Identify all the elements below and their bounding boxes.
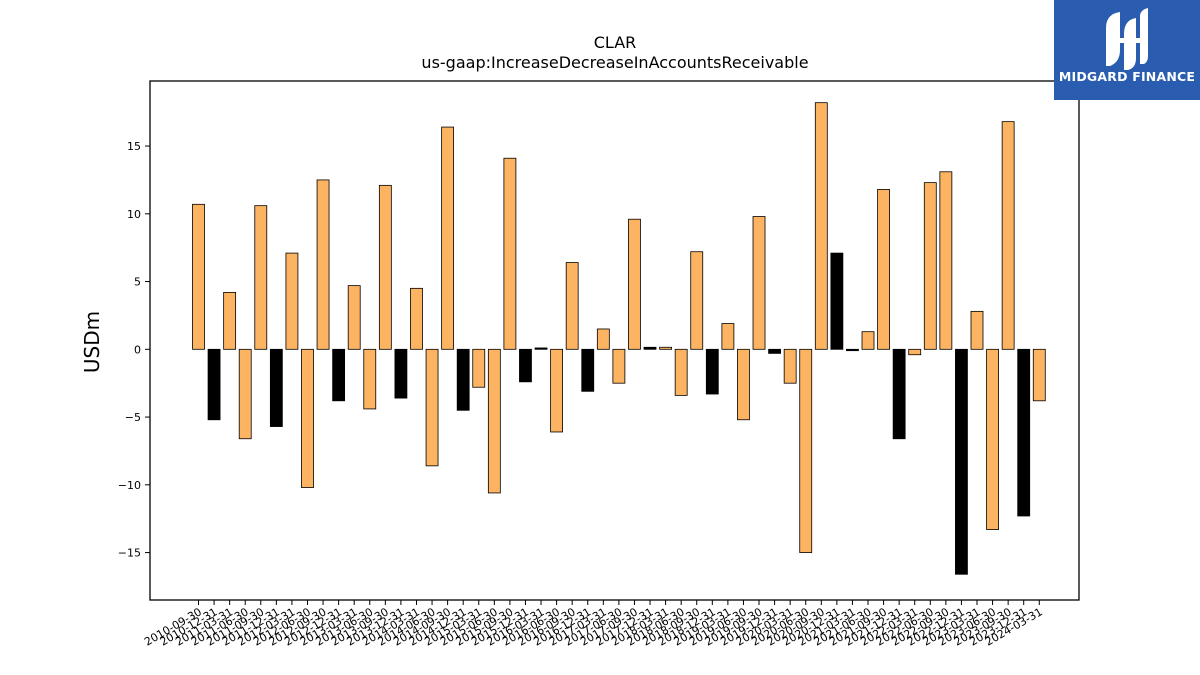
bar-2020-03-31: [783, 348, 797, 384]
bar-2011-09-30: [254, 205, 268, 350]
y-tick-label: 15: [127, 140, 141, 153]
bar-2021-03-31: [846, 348, 859, 352]
bar-2016-12-31: [581, 348, 595, 392]
x-axis-ticks: 2010-09-302010-12-312011-03-312011-06-30…: [142, 600, 1045, 649]
bar-2017-06-30: [612, 348, 626, 384]
bar-2013-12-31: [394, 348, 408, 399]
bar-2010-12-31: [207, 348, 221, 421]
bar-2012-06-30: [301, 348, 314, 488]
bar-2012-03-31: [285, 252, 299, 350]
bar-2014-03-31: [410, 287, 423, 350]
bar-2017-03-31: [596, 328, 610, 350]
bar-2016-06-30: [550, 348, 564, 433]
bar-2022-12-31: [955, 348, 968, 575]
bar-2018-03-31: [659, 346, 672, 350]
bar-2024-03-31: [1032, 348, 1046, 402]
y-tick-label: 0: [134, 343, 141, 356]
bar-2018-06-30: [674, 348, 688, 396]
bar-2013-03-31: [347, 285, 361, 350]
bar-2019-03-31: [721, 323, 735, 350]
brand-logo: MIDGARD FINANCE: [1054, 0, 1200, 100]
y-axis-ticks: −15 −10 −5 0 5 10 15: [118, 140, 150, 560]
brand-name: MIDGARD FINANCE: [1058, 69, 1196, 84]
bar-2011-06-30: [238, 348, 252, 440]
bar-2023-03-31: [970, 310, 984, 350]
bar-2018-09-30: [690, 251, 704, 350]
bar-2020-06-30: [799, 348, 813, 553]
bar-2020-09-30: [814, 102, 828, 350]
bar-2015-03-31: [472, 348, 486, 388]
bar-2023-12-31: [1017, 348, 1031, 517]
bar-2019-09-30: [752, 216, 766, 350]
bar-2022-09-30: [939, 171, 953, 350]
bar-2022-03-31: [908, 348, 922, 356]
bar-2015-12-31: [519, 348, 532, 383]
bars-group: [192, 102, 1046, 575]
bar-2014-12-31: [456, 348, 470, 411]
bar-2016-09-30: [565, 262, 579, 350]
bar-2011-12-31: [269, 348, 283, 427]
y-tick-label: 10: [127, 208, 141, 221]
bar-2013-06-30: [363, 348, 377, 410]
bar-2023-09-30: [1001, 121, 1015, 350]
bar-2020-12-31: [830, 252, 844, 350]
bar-2019-06-30: [737, 348, 750, 421]
bar-2021-09-30: [877, 189, 890, 350]
plot-frame: [149, 80, 1080, 601]
bar-2015-09-30: [503, 157, 517, 350]
y-tick-label: −5: [125, 411, 141, 424]
bar-2021-12-31: [892, 348, 906, 440]
chart-title: CLAR: [594, 33, 637, 52]
bar-2016-03-31: [534, 347, 548, 350]
bar-2014-06-30: [425, 348, 439, 467]
bar-2017-12-31: [643, 346, 657, 350]
y-tick-label: 5: [134, 276, 141, 289]
bar-2015-06-30: [487, 348, 501, 494]
bar-2013-09-30: [378, 184, 392, 350]
chart-subtitle: us-gaap:IncreaseDecreaseInAccountsReceiv…: [421, 53, 808, 72]
bar-2012-12-31: [332, 348, 346, 402]
bar-2010-09-30: [192, 203, 205, 350]
y-axis-label: USDm: [80, 311, 104, 373]
y-tick-label: −10: [118, 479, 141, 492]
brand-logo-icon: [1106, 8, 1148, 70]
bar-2022-06-30: [923, 182, 937, 350]
bar-2021-06-30: [861, 331, 875, 350]
bar-2018-12-31: [705, 348, 719, 395]
bar-2019-12-31: [768, 348, 781, 354]
bar-2012-09-30: [316, 179, 330, 350]
bar-2017-09-30: [628, 218, 641, 350]
bar-2023-06-30: [986, 348, 999, 530]
bar-2011-03-31: [223, 291, 237, 350]
bar-2014-09-30: [441, 126, 455, 350]
y-tick-label: −15: [118, 547, 141, 560]
